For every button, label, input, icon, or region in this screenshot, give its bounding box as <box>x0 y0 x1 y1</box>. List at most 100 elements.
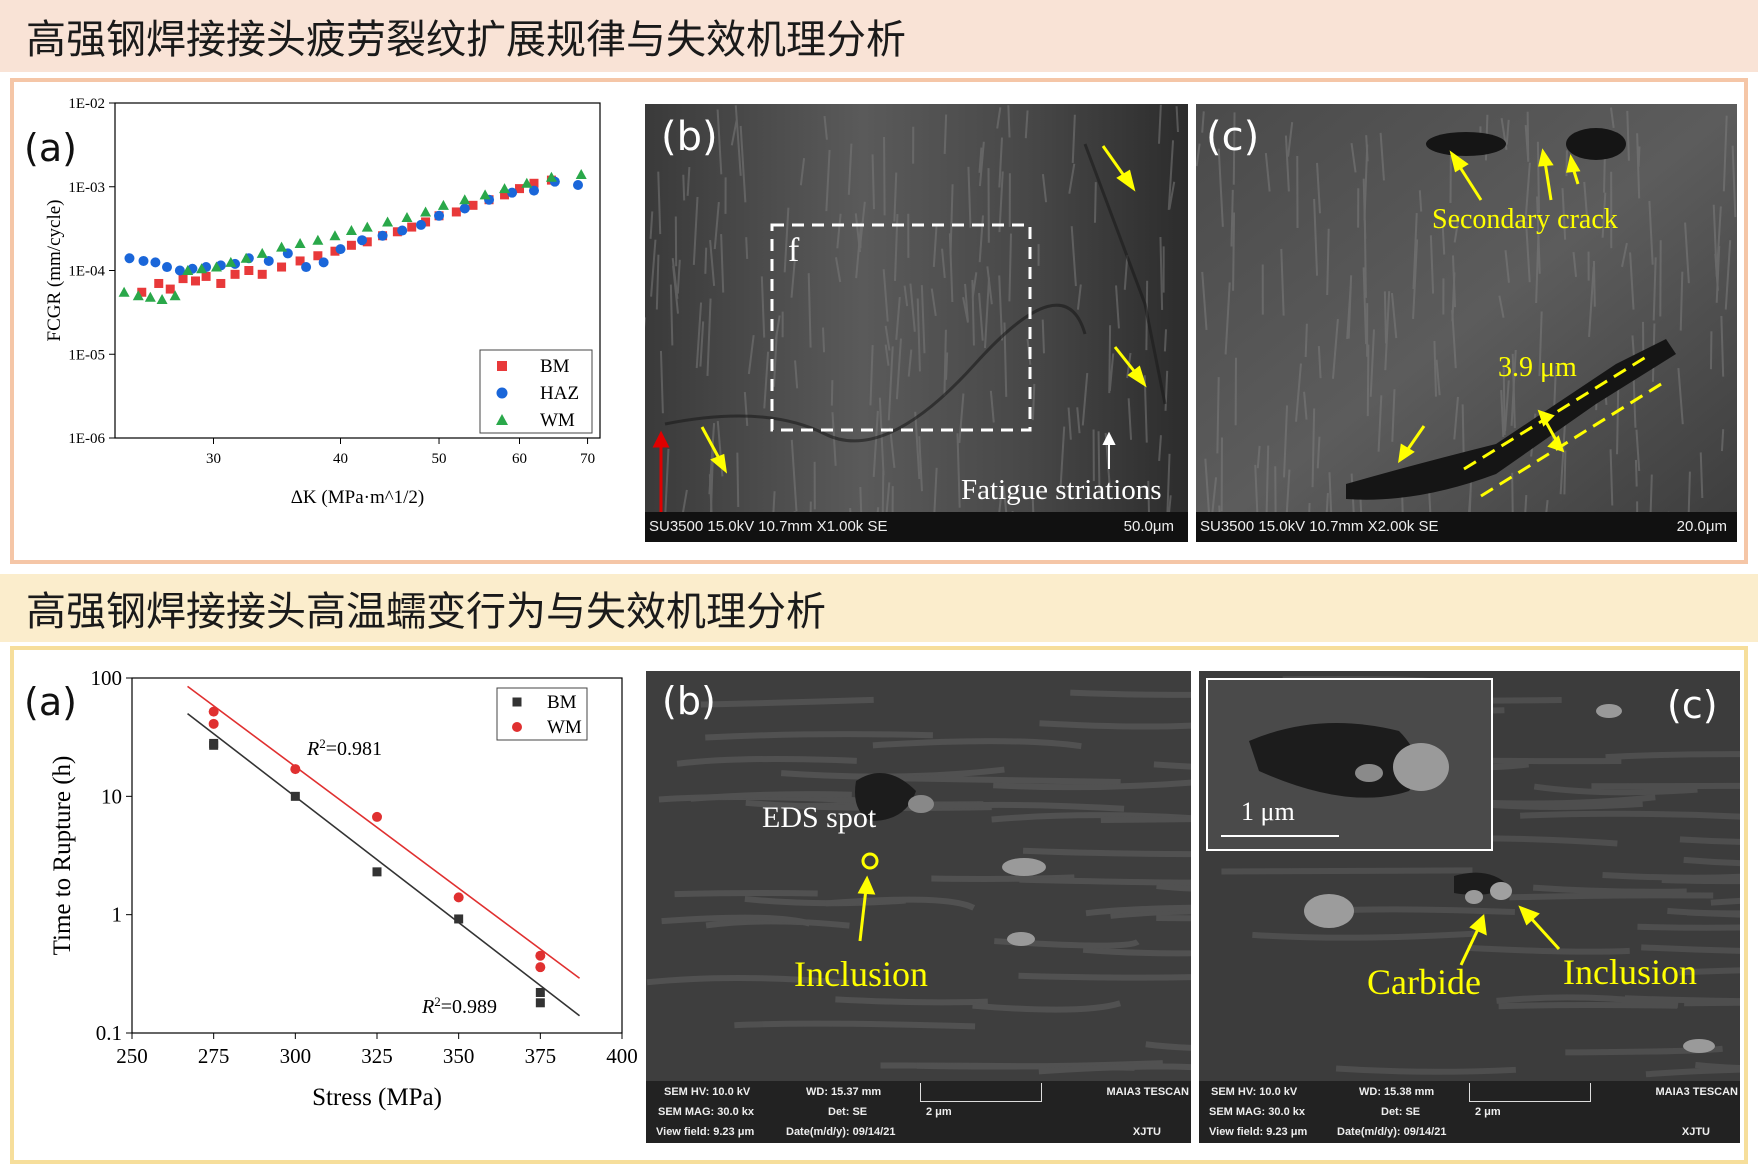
fcgr-point-WM <box>169 290 181 301</box>
fcgr-point-BM <box>216 278 226 288</box>
texture-stroke <box>1366 344 1370 417</box>
creep-legend: BM WM <box>496 687 588 741</box>
texture-stroke <box>1667 907 1740 917</box>
fcgr-point-WM <box>401 211 413 222</box>
sem-info-b: SU3500 15.0kV 10.7mm X1.00k SE <box>649 518 888 535</box>
texture-stroke <box>1076 284 1082 310</box>
fcgr-point-WM <box>459 194 471 205</box>
texture-stroke <box>956 433 961 508</box>
texture-stroke <box>1252 930 1476 941</box>
fcgr-point-HAZ <box>434 210 445 221</box>
fcgr-point-WM <box>132 290 144 301</box>
texture-stroke <box>1525 221 1531 283</box>
texture-stroke <box>830 380 834 406</box>
texture-stroke <box>1067 407 1072 440</box>
texture-stroke <box>1115 285 1120 329</box>
texture-stroke <box>1369 329 1376 397</box>
texture-stroke <box>1287 122 1294 157</box>
texture-stroke <box>1211 477 1218 517</box>
texture-stroke <box>1648 200 1654 265</box>
texture-stroke <box>1629 252 1635 310</box>
texture-stroke <box>1201 271 1208 331</box>
texture-stroke <box>1652 257 1657 321</box>
creep-series-BM <box>187 712 581 1017</box>
fcgr-point-HAZ <box>161 262 172 273</box>
fcgr-point-WM <box>256 247 268 258</box>
texture-stroke <box>914 411 921 480</box>
texture-stroke <box>1363 220 1367 298</box>
texture-stroke <box>909 283 916 332</box>
texture-stroke <box>1159 236 1164 310</box>
texture-stroke <box>1504 380 1510 432</box>
texture-stroke <box>1071 114 1076 164</box>
texture-stroke <box>945 352 949 380</box>
texture-stroke <box>930 288 937 317</box>
texture-stroke <box>1710 897 1740 906</box>
fcgr-point-WM <box>575 169 587 180</box>
texture-stroke <box>895 338 902 400</box>
fcgr-point-HAZ <box>124 253 135 264</box>
texture-stroke <box>1284 135 1290 192</box>
texture-stroke <box>1583 181 1589 224</box>
texture-stroke <box>1082 946 1191 957</box>
texture-stroke <box>1496 994 1679 1009</box>
texture-stroke <box>872 738 1082 750</box>
texture-stroke <box>692 196 699 266</box>
fcgr-point-HAZ <box>377 230 388 241</box>
sem-texture-c <box>1196 104 1737 542</box>
texture-stroke <box>889 427 896 468</box>
texture-stroke <box>943 114 948 155</box>
crack-width-lines <box>1463 355 1667 498</box>
texture-stroke <box>1311 408 1316 488</box>
texture-stroke <box>1221 867 1473 875</box>
texture-stroke <box>872 410 879 477</box>
fcgr-panel-label: (a) <box>24 126 77 170</box>
texture-stroke <box>1196 143 1201 167</box>
texture-stroke <box>1418 190 1423 212</box>
inclusion-label-b: Inclusion <box>794 954 928 994</box>
texture-stroke <box>1383 291 1387 344</box>
fcgr-point-HAZ <box>573 179 584 190</box>
texture-stroke <box>958 393 965 444</box>
fcgr-point-BM <box>313 251 323 261</box>
creep-y-axis-label: Time to Rupture (h) <box>49 756 76 956</box>
texture-stroke <box>998 137 1003 188</box>
fcgr-point-BM <box>468 200 478 210</box>
texture-stroke <box>1679 271 1684 331</box>
texture-stroke <box>1127 398 1133 440</box>
scale-bar-b <box>920 1083 1042 1102</box>
inclusion-arrow <box>857 875 876 942</box>
fcgr-point-HAZ <box>397 225 408 236</box>
texture-stroke <box>1156 882 1191 892</box>
texture-stroke <box>978 292 984 341</box>
fcgr-y-tick-label: 1E-04 <box>68 264 105 280</box>
section2-title: 高强钢焊接接头高温蠕变行为与失效机理分析 <box>0 574 1758 642</box>
sem-mag-c: SEM MAG: 30.0 kx <box>1209 1106 1305 1118</box>
fcgr-y-tick-label: 1E-02 <box>68 96 105 112</box>
texture-stroke <box>1100 816 1191 824</box>
texture-stroke <box>993 779 1191 791</box>
creep-c-arrows <box>1459 905 1561 966</box>
fcgr-point-BM <box>244 266 254 275</box>
texture-stroke <box>1031 383 1036 421</box>
fcgr-point-HAZ <box>318 257 329 268</box>
fcgr-point-WM <box>294 238 306 249</box>
texture-stroke <box>716 109 723 175</box>
sem-info-bar-b: SU3500 15.0kV 10.7mm X1.00k SE 50.0μm <box>645 512 1188 542</box>
creep-x-tick-label: 325 <box>361 1044 393 1068</box>
inset-scale-label: 1 μm <box>1241 797 1295 826</box>
texture-stroke <box>1498 1001 1678 1010</box>
texture-stroke <box>1350 142 1357 173</box>
texture-stroke <box>709 239 716 286</box>
secondary-crack-label: Secondary crack <box>1432 204 1618 235</box>
fcgr-point-WM <box>276 241 288 252</box>
creep-r2-wm: R2=0.981 <box>306 736 382 761</box>
sem-scale-b: 50.0μm <box>1123 518 1174 535</box>
texture-stroke <box>971 272 978 298</box>
crack-arrows <box>1398 148 1581 464</box>
texture-stroke <box>1059 426 1066 489</box>
texture-stroke <box>991 812 1191 823</box>
creep-chart: 250 275 300 325 350 375 400 0.1 1 10 100 Stress (MP… <box>49 666 638 1111</box>
texture-stroke <box>1041 174 1048 203</box>
fcgr-point-HAZ <box>301 262 312 273</box>
